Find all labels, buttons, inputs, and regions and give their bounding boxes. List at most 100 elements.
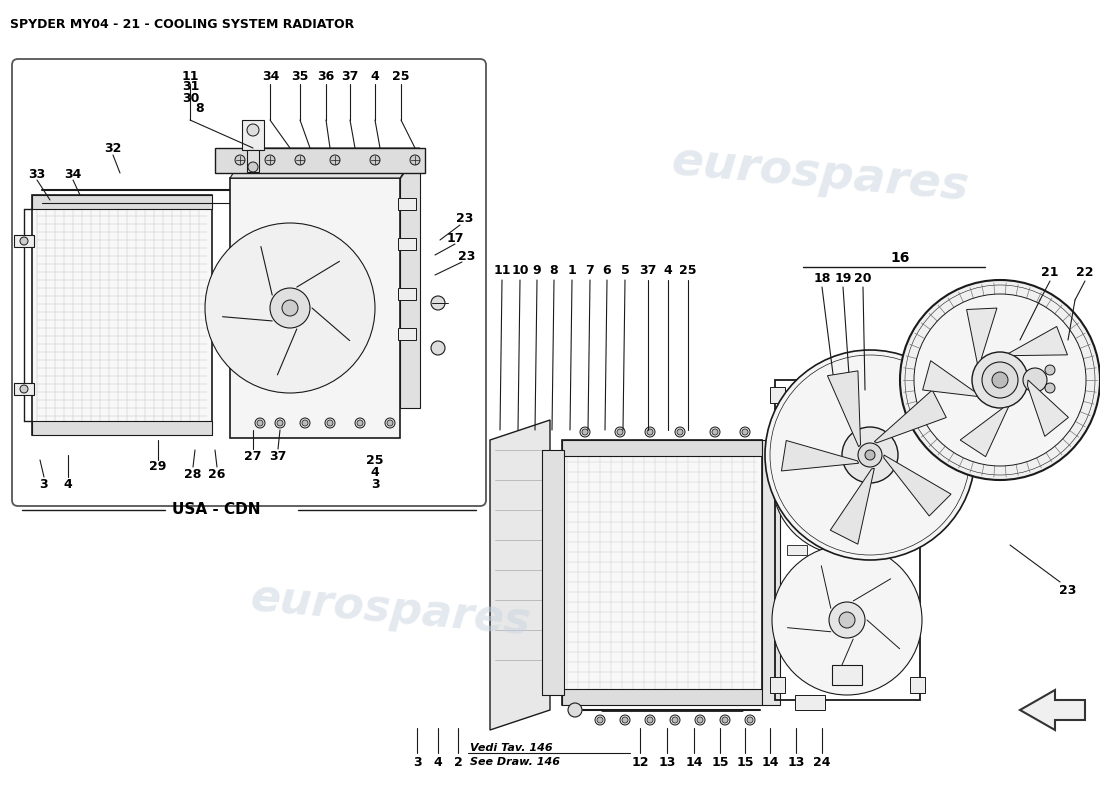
Circle shape	[842, 427, 898, 483]
Bar	[248, 150, 258, 172]
Circle shape	[582, 429, 588, 435]
Text: 1: 1	[568, 263, 576, 277]
Circle shape	[248, 162, 258, 172]
Bar	[910, 387, 925, 403]
Circle shape	[302, 420, 308, 426]
Polygon shape	[400, 148, 420, 408]
Text: 4: 4	[371, 70, 380, 82]
Bar	[542, 450, 564, 695]
Text: 4: 4	[663, 263, 672, 277]
Circle shape	[740, 427, 750, 437]
Circle shape	[431, 296, 446, 310]
Text: 3: 3	[412, 757, 421, 770]
Bar	[786, 445, 807, 455]
Text: 23: 23	[456, 211, 474, 225]
Bar	[762, 440, 780, 705]
Circle shape	[324, 418, 336, 428]
Circle shape	[20, 237, 28, 245]
Circle shape	[829, 462, 865, 498]
Circle shape	[300, 418, 310, 428]
Text: 14: 14	[761, 757, 779, 770]
Bar	[32, 421, 212, 435]
Circle shape	[982, 362, 1018, 398]
Polygon shape	[830, 468, 874, 544]
Text: 25: 25	[680, 263, 696, 277]
Bar	[786, 580, 807, 590]
Bar	[398, 238, 416, 250]
Text: 8: 8	[550, 263, 559, 277]
Circle shape	[697, 717, 703, 723]
Bar	[214, 148, 425, 173]
Circle shape	[829, 602, 865, 638]
Bar	[786, 510, 807, 520]
Circle shape	[615, 427, 625, 437]
Bar	[795, 695, 825, 710]
Text: 29: 29	[150, 459, 167, 473]
Text: 10: 10	[512, 263, 529, 277]
Bar	[14, 383, 34, 395]
Text: 16: 16	[890, 251, 910, 265]
Text: 9: 9	[532, 263, 541, 277]
Text: 33: 33	[29, 169, 45, 182]
Circle shape	[277, 420, 283, 426]
Circle shape	[722, 717, 728, 723]
Circle shape	[385, 418, 395, 428]
Circle shape	[647, 717, 653, 723]
Circle shape	[670, 715, 680, 725]
Circle shape	[355, 418, 365, 428]
Text: 14: 14	[685, 757, 703, 770]
Circle shape	[747, 717, 754, 723]
Text: 37: 37	[341, 70, 359, 82]
Circle shape	[358, 420, 363, 426]
Circle shape	[387, 420, 393, 426]
Text: 23: 23	[1059, 583, 1077, 597]
Circle shape	[617, 429, 623, 435]
Text: 24: 24	[813, 757, 830, 770]
Bar	[242, 120, 264, 150]
Text: 20: 20	[855, 271, 871, 285]
Circle shape	[742, 429, 748, 435]
Text: 26: 26	[208, 467, 226, 481]
Text: 15: 15	[736, 757, 754, 770]
Circle shape	[270, 288, 310, 328]
Text: 25: 25	[393, 70, 409, 82]
Circle shape	[992, 372, 1008, 388]
Polygon shape	[883, 455, 952, 516]
Circle shape	[839, 472, 855, 488]
Text: 37: 37	[270, 450, 287, 462]
Circle shape	[839, 612, 855, 628]
Circle shape	[620, 715, 630, 725]
Circle shape	[645, 715, 654, 725]
Circle shape	[597, 717, 603, 723]
Bar	[770, 677, 785, 693]
Bar	[32, 195, 212, 209]
Bar	[398, 198, 416, 210]
Polygon shape	[781, 441, 859, 471]
Circle shape	[676, 429, 683, 435]
Text: 34: 34	[64, 169, 81, 182]
Text: 35: 35	[292, 70, 309, 82]
Text: 27: 27	[244, 450, 262, 462]
Circle shape	[695, 715, 705, 725]
Text: 11: 11	[182, 70, 199, 82]
Text: 25: 25	[366, 454, 384, 466]
Circle shape	[720, 715, 730, 725]
Bar	[786, 420, 807, 430]
Text: 23: 23	[459, 250, 475, 262]
Circle shape	[431, 341, 446, 355]
Polygon shape	[967, 308, 997, 363]
Text: 4: 4	[371, 466, 380, 478]
Circle shape	[595, 715, 605, 725]
Polygon shape	[1027, 380, 1068, 436]
Circle shape	[255, 418, 265, 428]
Text: 37: 37	[639, 263, 657, 277]
Bar	[562, 440, 762, 456]
Polygon shape	[960, 406, 1009, 457]
Bar	[776, 380, 920, 700]
Circle shape	[1023, 368, 1047, 392]
Text: eurospares: eurospares	[248, 576, 532, 644]
Circle shape	[772, 405, 922, 555]
Circle shape	[745, 715, 755, 725]
Polygon shape	[827, 371, 860, 446]
Polygon shape	[1009, 326, 1067, 356]
